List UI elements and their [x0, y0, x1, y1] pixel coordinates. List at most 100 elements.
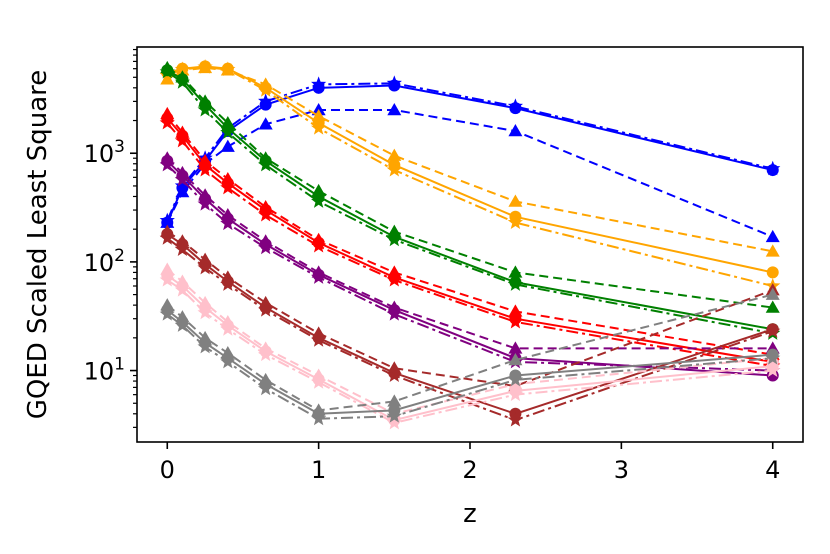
- series-line: [166, 82, 773, 221]
- data-point: [765, 362, 781, 378]
- data-point: [174, 241, 191, 256]
- series-layer: [159, 59, 781, 430]
- data-point: [174, 282, 191, 297]
- data-point: [765, 300, 780, 313]
- data-point: [174, 171, 191, 187]
- data-point: [198, 153, 213, 167]
- data-point: [220, 61, 236, 76]
- data-point: [765, 350, 781, 365]
- data-point: [258, 295, 273, 309]
- data-point: [198, 188, 213, 201]
- data-point: [174, 177, 191, 193]
- series-group: [159, 272, 781, 430]
- data-point: [220, 171, 235, 185]
- x-tick-label: 3: [614, 456, 629, 484]
- data-point: [386, 367, 402, 382]
- data-point: [507, 412, 524, 427]
- data-point: [311, 120, 327, 135]
- data-point: [311, 403, 326, 416]
- data-point: [765, 229, 780, 243]
- data-point: [159, 272, 175, 287]
- data-point: [258, 117, 273, 130]
- series-group: [160, 287, 780, 416]
- data-point: [258, 82, 274, 97]
- y-tick-label: 103: [84, 137, 125, 168]
- data-point: [174, 132, 191, 148]
- data-point: [220, 215, 236, 231]
- data-point: [386, 408, 402, 423]
- data-point: [197, 338, 213, 354]
- data-point: [160, 298, 175, 311]
- data-point: [766, 266, 779, 279]
- y-axis-label: GQED Scaled Least Square: [23, 70, 53, 420]
- data-point: [175, 125, 190, 138]
- data-point: [507, 98, 524, 113]
- series-group: [159, 230, 781, 427]
- data-point: [258, 207, 274, 222]
- series-line: [166, 293, 773, 412]
- series-line: [166, 66, 773, 287]
- data-point: [220, 124, 236, 140]
- data-point: [160, 106, 175, 120]
- data-point: [197, 102, 213, 117]
- data-point: [387, 148, 402, 161]
- data-point: [386, 306, 402, 321]
- data-point: [311, 374, 327, 389]
- y-tick-label: 102: [84, 246, 125, 277]
- data-point: [197, 162, 213, 177]
- data-point: [220, 276, 236, 291]
- data-point: [175, 234, 190, 247]
- data-point: [258, 302, 274, 317]
- data-point: [311, 238, 327, 253]
- data-point: [507, 276, 524, 291]
- data-point: [258, 380, 274, 396]
- data-point: [387, 265, 402, 278]
- data-point: [159, 63, 175, 79]
- data-point: [386, 414, 402, 430]
- data-point: [508, 265, 523, 278]
- data-point: [220, 115, 235, 129]
- series-group: [159, 306, 781, 426]
- data-point: [220, 139, 235, 152]
- data-point: [258, 156, 274, 172]
- x-tick-label: 2: [462, 456, 477, 484]
- data-point: [386, 272, 402, 287]
- data-point: [508, 304, 523, 317]
- data-point: [198, 94, 213, 107]
- x-axis-label: z: [463, 499, 477, 529]
- data-point: [387, 224, 402, 237]
- data-point: [311, 269, 327, 284]
- data-point: [220, 179, 236, 195]
- data-point: [159, 156, 175, 172]
- data-point: [508, 194, 523, 207]
- data-point: [175, 274, 190, 287]
- data-point: [198, 252, 213, 265]
- data-point: [311, 193, 327, 208]
- data-point: [507, 386, 524, 402]
- data-point: [765, 287, 780, 300]
- data-point: [765, 160, 781, 176]
- data-point: [386, 162, 402, 177]
- data-point: [508, 341, 523, 354]
- data-point: [198, 330, 213, 344]
- data-point: [174, 61, 191, 76]
- data-point: [198, 295, 213, 309]
- data-point: [258, 372, 273, 386]
- y-tick-label: 101: [84, 355, 125, 386]
- data-point: [220, 208, 235, 221]
- x-tick-label: 4: [765, 456, 780, 484]
- data-point: [159, 212, 175, 228]
- data-point: [197, 59, 213, 74]
- data-point: [258, 200, 273, 213]
- data-point: [160, 262, 175, 275]
- data-point: [387, 361, 402, 374]
- data-point: [386, 231, 402, 247]
- series-line: [166, 71, 773, 335]
- data-point: [311, 332, 327, 347]
- data-point: [197, 196, 213, 211]
- x-tick-label: 1: [311, 456, 326, 484]
- data-point: [258, 346, 274, 362]
- data-point: [174, 317, 191, 332]
- x-tick-label: 0: [160, 456, 175, 484]
